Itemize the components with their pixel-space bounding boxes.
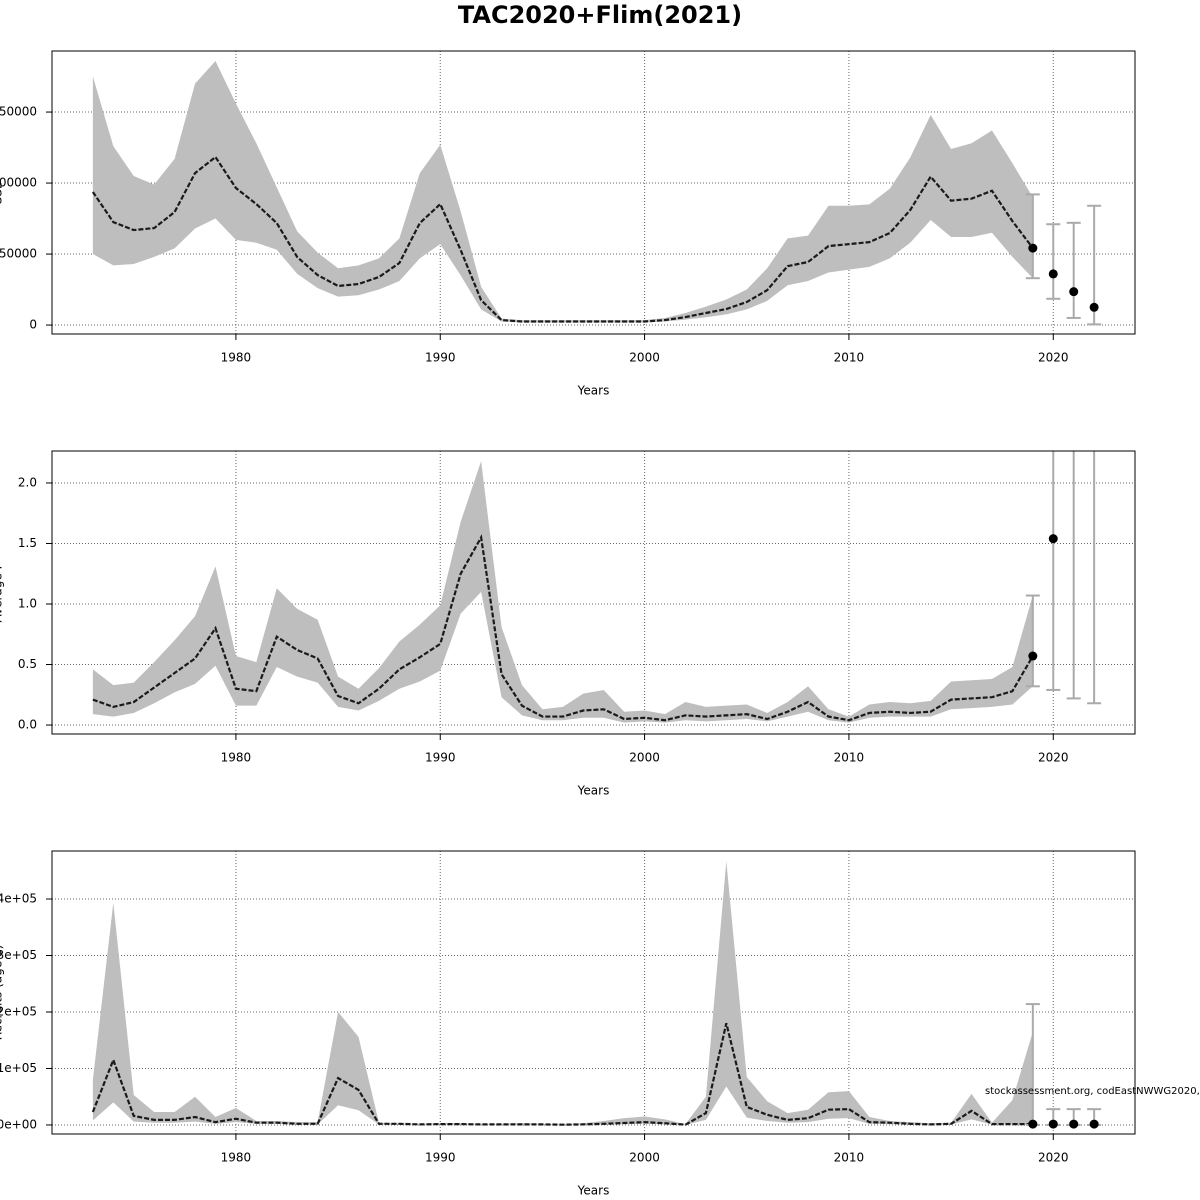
plot-area [52, 51, 1135, 334]
y-tick-label: 1.0 [18, 596, 37, 610]
forecast-point [1028, 243, 1038, 253]
confidence-band [92, 60, 1033, 323]
y-tick-label: 1.5 [18, 536, 37, 550]
plot-area [52, 451, 1135, 734]
x-tick-label: 1980 [221, 751, 252, 765]
forecast-point [1048, 534, 1058, 544]
estimate-line [91, 155, 1034, 323]
confidence-band [92, 861, 1033, 1125]
forecast-point [1048, 1119, 1058, 1129]
x-tick-label: 2020 [1038, 751, 1069, 765]
y-tick-label: 50000 [0, 247, 37, 261]
forecast-point [1048, 269, 1058, 279]
y-tick-label: 2e+05 [0, 1004, 37, 1018]
x-tick-label: 2000 [629, 351, 660, 365]
forecast-point [1028, 651, 1038, 661]
x-tick-label: 1990 [425, 751, 456, 765]
x-tick-label: 2010 [834, 751, 865, 765]
x-tick-label: 2020 [1038, 1151, 1069, 1165]
y-tick-label: 0.0 [18, 718, 37, 732]
y-tick-label: 100000 [0, 176, 37, 190]
plot-frame [51, 850, 1136, 1135]
x-tick-label: 2010 [834, 1151, 865, 1165]
x-axis-title: Years [577, 784, 610, 798]
estimate-line [91, 1023, 1033, 1126]
y-axis-title: SSB [0, 181, 5, 204]
forecast-point [1028, 1119, 1038, 1129]
plot-frame [51, 50, 1136, 335]
plot-area [52, 851, 1135, 1134]
y-tick-label: 150000 [0, 105, 37, 119]
y-tick-label: 2.0 [18, 475, 37, 489]
y-tick-label: 0.5 [18, 657, 37, 671]
x-tick-label: 1990 [425, 1151, 456, 1165]
chart-title: TAC2020+Flim(2021) [458, 1, 742, 29]
x-tick-label: 1990 [425, 351, 456, 365]
confidence-band [92, 461, 1033, 723]
forecast-point [1069, 1119, 1079, 1129]
estimate-line [92, 534, 1034, 722]
y-axis-title: Average F [0, 562, 5, 622]
x-tick-label: 2010 [834, 351, 865, 365]
plot-frame [51, 450, 1136, 735]
x-tick-label: 1980 [221, 1151, 252, 1165]
x-tick-label: 1980 [221, 351, 252, 365]
x-axis-title: Years [577, 1184, 610, 1198]
x-tick-label: 2000 [629, 751, 660, 765]
y-tick-label: 1e+05 [0, 1061, 37, 1075]
y-tick-label: 0 [29, 318, 37, 332]
x-axis-title: Years [577, 384, 610, 398]
annotation: stockassessment.org, codEastNWWG2020, [985, 1086, 1200, 1097]
forecast-point [1089, 302, 1099, 312]
y-tick-label: 4e+05 [0, 892, 37, 906]
y-tick-label: 3e+05 [0, 948, 37, 962]
x-tick-label: 2020 [1038, 351, 1069, 365]
y-axis-title: Recruits (age 3) [0, 945, 5, 1041]
x-tick-label: 2000 [629, 1151, 660, 1165]
forecast-point [1069, 287, 1079, 297]
y-tick-label: 0e+00 [0, 1117, 37, 1131]
forecast-point [1089, 1119, 1099, 1129]
